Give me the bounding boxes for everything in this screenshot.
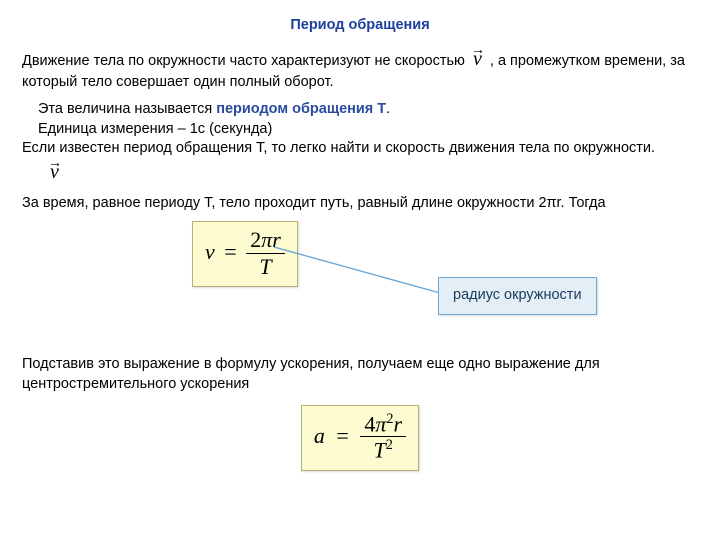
formula-2-region: a = 4π2r T2: [22, 405, 698, 471]
leader-line: [274, 247, 444, 295]
formula2-num-exp: 2: [386, 411, 393, 427]
formula2-num-coeff: 4: [364, 411, 375, 436]
p2-part-c: Если известен период обращения Т, то лег…: [22, 140, 655, 156]
paragraph-4: Подставив это выражение в формулу ускоре…: [22, 355, 698, 394]
formula2-den-var: T: [374, 437, 386, 462]
period-term-highlight: периодом обращения Т: [216, 101, 386, 117]
p2-part-a: Эта величина называется: [38, 101, 216, 117]
p2-part-a-end: .: [386, 101, 390, 117]
radius-callout: радиус окружности: [438, 277, 597, 315]
formula-acceleration: a = 4π2r T2: [301, 405, 419, 471]
formula1-den: T: [246, 254, 285, 280]
formula2-lhs: a: [314, 423, 325, 448]
p2-unit-line: Единица измерения – 1с (секунда): [38, 120, 698, 140]
velocity-vector-symbol: →v: [469, 46, 486, 73]
formula2-den-exp: 2: [386, 437, 393, 453]
formula2-num-var: r: [394, 411, 403, 436]
formula1-lhs: v: [205, 239, 215, 264]
formula-velocity: v = 2πr T: [192, 221, 298, 287]
formula-1-region: v = 2πr T радиус окружности: [22, 221, 698, 341]
page-title: Период обращения: [22, 16, 698, 36]
formula2-num-sym: π: [375, 411, 386, 436]
paragraph-3: За время, равное периоду Т, тело проходи…: [22, 194, 698, 214]
p1-part-a: Движение тела по окружности часто характ…: [22, 53, 465, 69]
velocity-vector-symbol-2: →v: [46, 159, 63, 186]
paragraph-1: Движение тела по окружности часто характ…: [22, 46, 698, 93]
paragraph-2: Эта величина называется периодом обращен…: [22, 100, 698, 186]
